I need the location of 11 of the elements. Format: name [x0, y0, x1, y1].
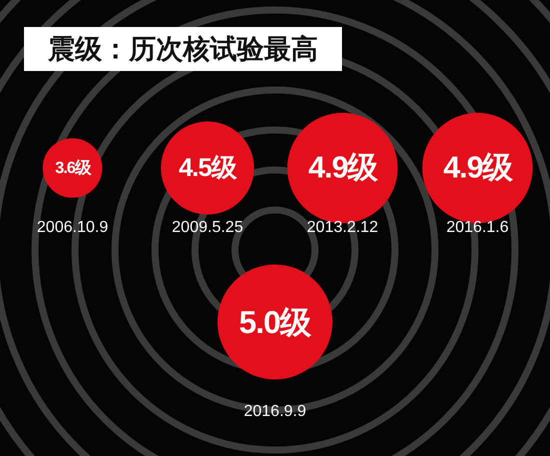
data-label: 4.5级 — [178, 154, 238, 182]
category-label: 2006.10.9 — [36, 219, 108, 236]
category-label: 2009.5.25 — [172, 219, 244, 236]
category-label: 2016.1.6 — [446, 219, 509, 236]
data-label: 4.9级 — [308, 152, 379, 184]
data-label: 3.6级 — [55, 159, 92, 177]
category-label: 2016.9.9 — [244, 403, 306, 420]
data-label: 5.0级 — [239, 304, 313, 340]
category-label: 2013.2.12 — [306, 219, 378, 236]
text: 震级：历次核试验最高 — [47, 34, 318, 64]
data-label: 4.9级 — [443, 152, 514, 184]
